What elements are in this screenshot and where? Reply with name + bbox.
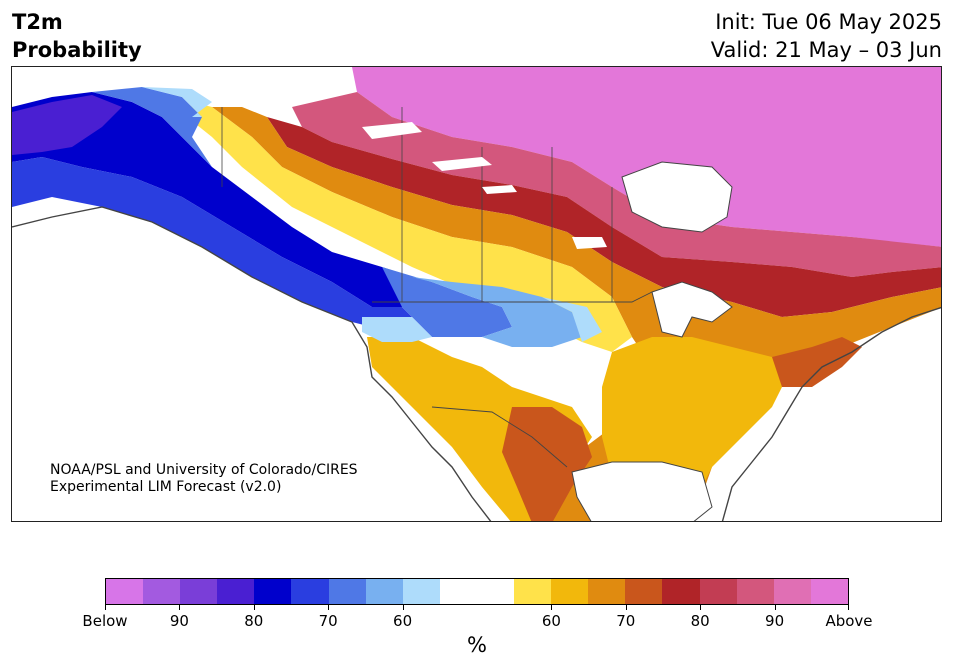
colorbar-tick-label: 60 — [393, 612, 413, 630]
colorbar-tick-label: 80 — [244, 612, 264, 630]
colorbar-tick-label: 70 — [616, 612, 636, 630]
map-title: T2m Probability — [12, 8, 142, 64]
region-above-60-east — [772, 337, 862, 387]
colorbar-tick-label: Above — [825, 612, 873, 630]
colorbar-segment — [736, 579, 774, 604]
colorbar-segment — [254, 579, 292, 604]
colorbar-segment — [514, 579, 552, 604]
colorbar-tick — [848, 605, 849, 610]
region-above-south — [502, 407, 592, 521]
colorbar-segment — [476, 579, 515, 604]
region-below-60-band — [412, 277, 582, 347]
probability-map: NOAA/PSL and University of Colorado/CIRE… — [11, 66, 942, 522]
init-date: Init: Tue 06 May 2025 — [715, 10, 942, 34]
credit-text: NOAA/PSL and University of Colorado/CIRE… — [50, 462, 358, 496]
colorbar-segment — [625, 579, 663, 604]
arctic-islands — [362, 122, 607, 249]
colorbar-labels: Below 90 80 70 60 60 70 80 90 Above — [82, 612, 872, 632]
credit-line-1: NOAA/PSL and University of Colorado/CIRE… — [50, 462, 358, 478]
colorbar-segment — [291, 579, 329, 604]
credit-line-2: Experimental LIM Forecast (v2.0) — [50, 479, 282, 495]
colorbar-tick — [105, 605, 106, 610]
region-above-50-band — [187, 102, 632, 352]
colorbar-segment — [217, 579, 255, 604]
colorbar-segment — [773, 579, 811, 604]
colorbar-tick — [253, 605, 255, 610]
colorbar-segment — [439, 579, 477, 604]
colorbar-segment — [365, 579, 403, 604]
colorbar-tick — [700, 605, 702, 610]
colorbar-segment — [551, 579, 589, 604]
border-canada-provinces — [221, 107, 613, 302]
coastline-west — [12, 206, 492, 521]
colorbar-segment — [328, 579, 366, 604]
colorbar-tick — [402, 605, 404, 610]
colorbar-segment — [143, 579, 181, 604]
valid-range: Valid: 21 May – 03 Jun — [710, 38, 942, 62]
colorbar-segment — [106, 579, 144, 604]
map-canvas — [12, 67, 941, 521]
colorbar-tick-label: 90 — [169, 612, 189, 630]
colorbar-tick-label: 90 — [765, 612, 785, 630]
colorbar — [105, 578, 849, 605]
colorbar-tick-label: 60 — [541, 612, 561, 630]
region-above-80-band — [292, 92, 941, 277]
colorbar-tick — [551, 605, 553, 610]
colorbar-segment — [662, 579, 700, 604]
forecast-dates: Init: Tue 06 May 2025 Valid: 21 May – 03… — [711, 8, 942, 64]
colorbar-segment — [810, 579, 848, 604]
region-above-70-band — [267, 117, 941, 317]
colorbar-tick — [625, 605, 627, 610]
region-below-70-band — [92, 87, 512, 337]
hudson-bay — [621, 161, 733, 233]
colorbar-tick-label: Below — [82, 612, 128, 630]
colorbar-segment — [402, 579, 440, 604]
colorbar-segment — [699, 579, 737, 604]
title-variable: T2m — [12, 10, 63, 34]
colorbar-ticks — [105, 605, 849, 615]
region-above-60-band — [212, 107, 941, 521]
colorbar-tick-label: 70 — [318, 612, 338, 630]
colorbar-tick — [774, 605, 776, 610]
gulf-of-mexico — [571, 461, 713, 521]
region-below-80-band — [12, 157, 412, 332]
border-us-mexico — [431, 406, 568, 468]
region-below-mid-blue — [12, 95, 122, 155]
colorbar-segment — [180, 579, 218, 604]
border-us-canada — [372, 291, 653, 303]
colorbar-tick — [179, 605, 181, 610]
colorbar-unit: % — [467, 633, 487, 657]
region-below-90-alaska — [12, 92, 412, 307]
title-type: Probability — [12, 38, 142, 62]
colorbar-tick-label: 80 — [690, 612, 710, 630]
region-above-90-north — [352, 67, 941, 247]
coastline-east — [721, 306, 941, 521]
colorbar-tick — [328, 605, 330, 610]
colorbar-segment — [588, 579, 626, 604]
great-lakes — [651, 281, 733, 338]
